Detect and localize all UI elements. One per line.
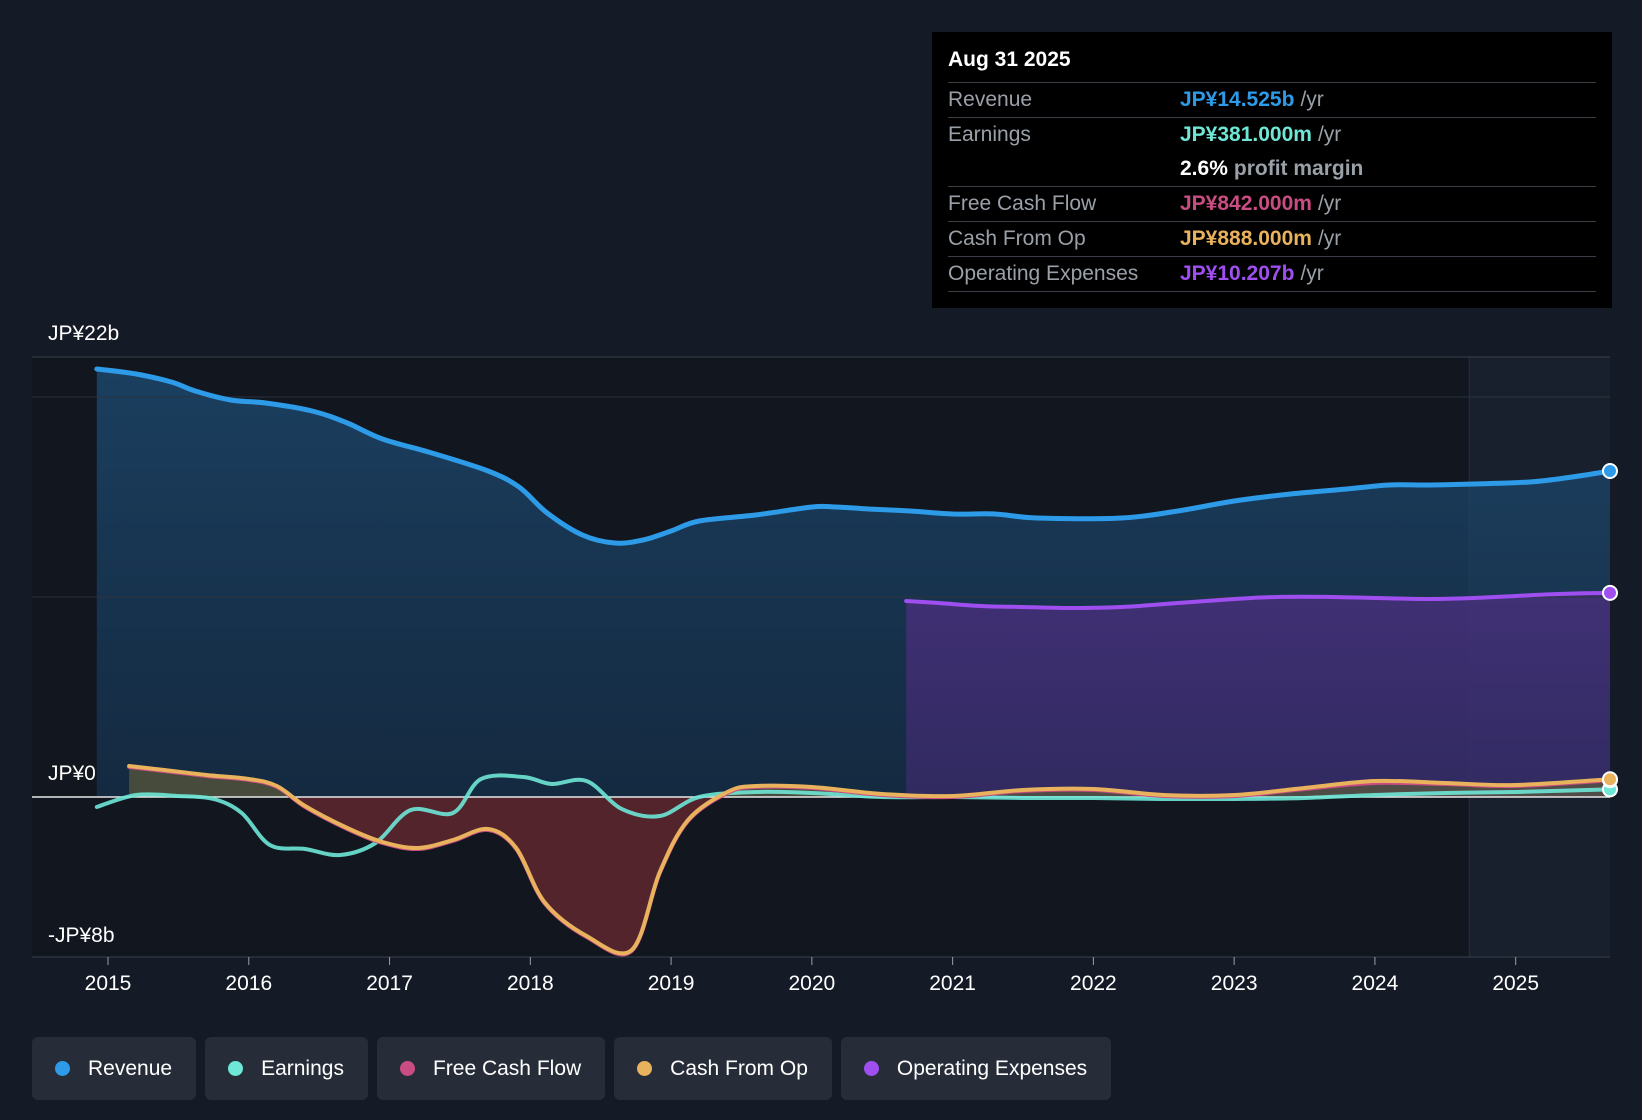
tooltip-unit: /yr <box>1300 262 1324 285</box>
tooltip-value: 2.6% <box>1180 157 1228 180</box>
x-tick-label: 2024 <box>1352 972 1399 995</box>
x-tick-label: 2015 <box>85 972 132 995</box>
legend-item-operating-expenses[interactable]: Operating Expenses <box>840 1037 1112 1100</box>
tooltip-unit: /yr <box>1317 123 1342 146</box>
legend-dot-icon <box>399 1061 415 1076</box>
legend-item-free-cash-flow[interactable]: Free Cash Flow <box>376 1037 606 1100</box>
legend-label: Earnings <box>261 1056 344 1080</box>
y-tick-label: -JP¥8b <box>48 924 115 947</box>
y-tick-label: JP¥22b <box>48 322 119 345</box>
series-endpoint-revenue <box>1602 463 1618 479</box>
legend-label: Cash From Op <box>670 1056 808 1080</box>
legend-dot-icon <box>55 1061 70 1076</box>
tooltip-value: JP¥381.000m <box>1180 123 1312 146</box>
tooltip-unit: /yr <box>1300 88 1324 111</box>
legend-item-revenue[interactable]: Revenue <box>32 1037 197 1100</box>
legend-dot-icon <box>863 1061 879 1076</box>
legend-dot-icon <box>637 1061 653 1076</box>
tooltip-unit: profit margin <box>1233 157 1364 180</box>
x-tick-label: 2017 <box>366 972 413 995</box>
tooltip-row-earnings: Earnings JP¥381.000m /yr <box>948 118 1596 152</box>
tooltip-row-free-cash-flow: Free Cash Flow JP¥842.000m /yr <box>948 187 1596 222</box>
tooltip-row-cash-from-op: Cash From Op JP¥888.000m /yr <box>948 222 1596 257</box>
tooltip-value: JP¥10.207b <box>1180 262 1295 285</box>
tooltip-label: Operating Expenses <box>948 262 1139 285</box>
chart-legend: Revenue Earnings Free Cash Flow Cash Fro… <box>32 1037 1120 1100</box>
tooltip-value: JP¥14.525b <box>1180 88 1295 111</box>
x-tick-label: 2016 <box>225 972 272 995</box>
legend-dot-icon <box>228 1061 244 1076</box>
x-tick-label: 2022 <box>1070 972 1117 995</box>
tooltip-row-revenue: Revenue JP¥14.525b /yr <box>948 83 1596 118</box>
tooltip-unit: /yr <box>1317 192 1342 215</box>
tooltip-label: Cash From Op <box>948 227 1086 250</box>
series-line-revenue <box>94 366 1613 546</box>
series-endpoint-operating-expenses <box>1602 584 1618 601</box>
chart-areas <box>96 369 1610 954</box>
tooltip-row-operating-expenses: Operating Expenses JP¥10.207b /yr <box>948 257 1596 292</box>
tooltip-label: Earnings <box>948 123 1031 146</box>
x-tick-label: 2020 <box>788 972 835 995</box>
chart-tick-labels: JP¥22b JP¥0 -JP¥8b 2015 2016 2017 2018 2019 2020… <box>48 322 1539 995</box>
legend-label: Revenue <box>88 1056 173 1080</box>
legend-item-cash-from-op[interactable]: Cash From Op <box>614 1037 832 1100</box>
series-endpoint-cash-from-op <box>1602 771 1618 788</box>
legend-label: Operating Expenses <box>896 1056 1088 1080</box>
x-tick-label: 2018 <box>507 972 554 995</box>
legend-item-earnings[interactable]: Earnings <box>205 1037 368 1100</box>
chart-series-lines <box>94 366 1618 957</box>
x-tick-label: 2023 <box>1211 972 1258 995</box>
x-tick-label: 2019 <box>648 972 695 995</box>
series-line-earnings <box>94 773 1612 858</box>
series-line-operating-expenses <box>904 590 1612 610</box>
x-tick-label: 2021 <box>929 972 976 995</box>
tooltip-value: JP¥888.000m <box>1180 227 1312 250</box>
tooltip-row-profit-margin: 2.6% profit margin <box>948 152 1596 187</box>
operating-expenses-area <box>906 592 1610 797</box>
x-tick-label: 2025 <box>1492 972 1539 995</box>
y-tick-label: JP¥0 <box>48 762 96 785</box>
tooltip-date: Aug 31 2025 <box>948 46 1596 83</box>
tooltip-value: JP¥842.000m <box>1180 192 1312 215</box>
data-tooltip: Aug 31 2025 Revenue JP¥14.525b /yr Earni… <box>932 32 1612 308</box>
tooltip-label: Revenue <box>948 88 1033 111</box>
legend-label: Free Cash Flow <box>432 1056 582 1080</box>
tooltip-unit: /yr <box>1317 227 1342 250</box>
series-line-cash-from-op <box>127 764 1612 956</box>
tooltip-label: Free Cash Flow <box>948 192 1097 215</box>
